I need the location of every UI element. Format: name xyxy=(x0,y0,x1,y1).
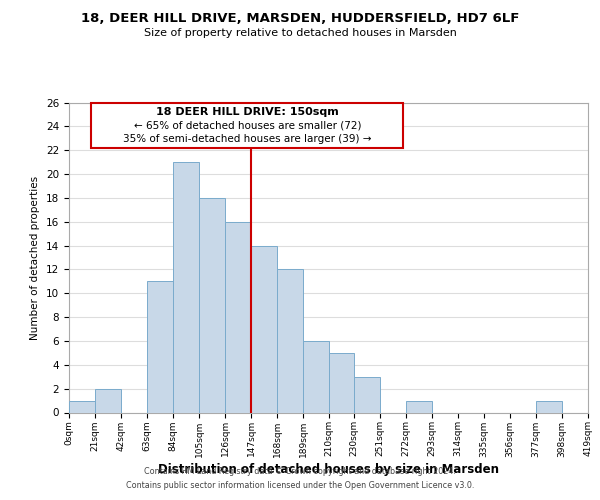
Text: 35% of semi-detached houses are larger (39) →: 35% of semi-detached houses are larger (… xyxy=(123,134,371,144)
Bar xyxy=(225,222,251,412)
Bar xyxy=(329,353,354,412)
Text: 18, DEER HILL DRIVE, MARSDEN, HUDDERSFIELD, HD7 6LF: 18, DEER HILL DRIVE, MARSDEN, HUDDERSFIE… xyxy=(81,12,519,26)
Text: Contains HM Land Registry data © Crown copyright and database right 2024.: Contains HM Land Registry data © Crown c… xyxy=(144,467,456,476)
Bar xyxy=(303,341,329,412)
Text: 18 DEER HILL DRIVE: 150sqm: 18 DEER HILL DRIVE: 150sqm xyxy=(156,108,339,118)
Text: Contains public sector information licensed under the Open Government Licence v3: Contains public sector information licen… xyxy=(126,481,474,490)
FancyBboxPatch shape xyxy=(91,102,403,148)
Y-axis label: Number of detached properties: Number of detached properties xyxy=(31,176,40,340)
Bar xyxy=(173,162,199,412)
Text: ← 65% of detached houses are smaller (72): ← 65% of detached houses are smaller (72… xyxy=(134,121,361,131)
Bar xyxy=(536,400,562,412)
Bar xyxy=(147,282,173,412)
Text: Size of property relative to detached houses in Marsden: Size of property relative to detached ho… xyxy=(143,28,457,38)
X-axis label: Distribution of detached houses by size in Marsden: Distribution of detached houses by size … xyxy=(158,464,499,476)
Bar xyxy=(406,400,432,412)
Bar xyxy=(69,400,95,412)
Bar xyxy=(199,198,225,412)
Bar xyxy=(354,376,380,412)
Bar xyxy=(251,246,277,412)
Bar xyxy=(95,388,121,412)
Bar xyxy=(277,270,303,412)
